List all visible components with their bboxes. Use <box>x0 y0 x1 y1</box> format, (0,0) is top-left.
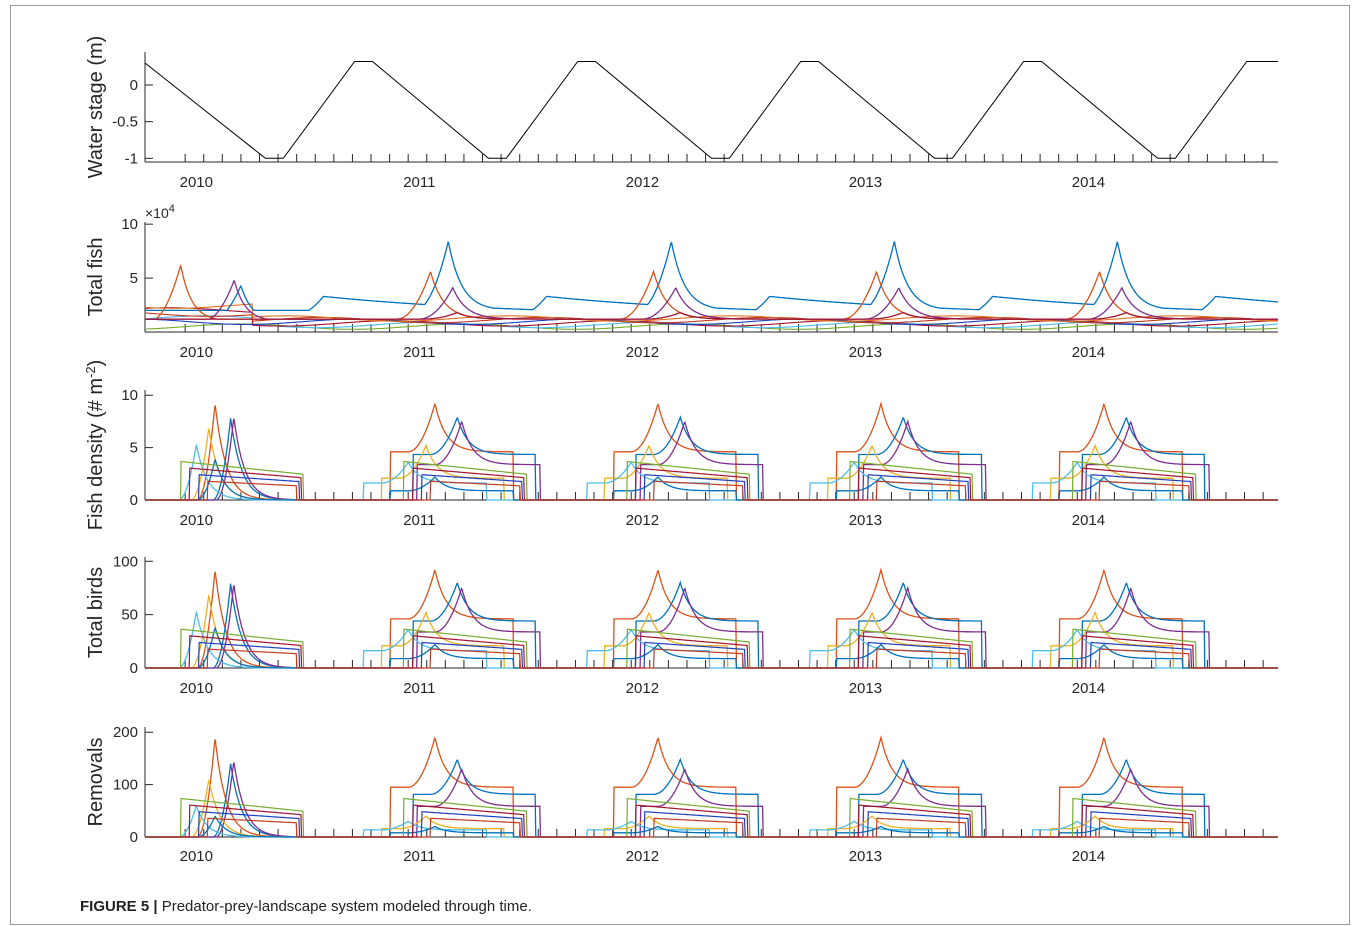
y-tick-label: 200 <box>113 724 138 741</box>
panel-5: 2010 2011 2012 2013 2014 200 100 0 Removals <box>85 724 1278 865</box>
series-lines <box>145 401 1278 501</box>
x-tick-label-2014: 2014 <box>1072 848 1105 865</box>
y-axis-label: Fish density (# m-2) <box>83 360 108 531</box>
series-fish-2 <box>145 307 1278 327</box>
series-plateau-3 <box>145 480 1278 501</box>
y-tick-label: 100 <box>113 553 138 570</box>
y-tick-label: -0.5 <box>112 114 138 131</box>
x-tick-label-2013: 2013 <box>849 512 882 529</box>
series-lines <box>145 734 1278 838</box>
x-tick-label-2010: 2010 <box>180 680 213 697</box>
series-lines <box>145 567 1278 669</box>
x-tick-label-2011: 2011 <box>403 174 435 191</box>
figure-caption: FIGURE 5 | Predator-prey-landscape syste… <box>80 898 532 915</box>
series-pulse-1 <box>145 580 1278 669</box>
series-plateau-3 <box>145 817 1278 838</box>
panel-2: 2010 2011 2012 2013 2014 10 5 Total fish ×104 <box>85 203 1278 361</box>
x-tick-label-2011: 2011 <box>403 344 435 361</box>
series-plateau-3 <box>145 648 1278 669</box>
x-tick-label-2013: 2013 <box>849 174 882 191</box>
x-tick-label-2011: 2011 <box>403 512 435 529</box>
figure-label: FIGURE 5 | <box>80 898 158 915</box>
y-axis-label: Total birds <box>85 567 107 658</box>
panel-1: 2010 2011 2012 2013 2014 0 -0.5 -1 Water stage (… <box>85 36 1278 191</box>
x-tick-label-2012: 2012 <box>626 174 659 191</box>
panel-3: 2010 2011 2012 2013 2014 10 5 0 Fish density (# … <box>83 360 1278 531</box>
series-pulse-2 <box>145 762 1278 838</box>
series-fish-main-0 <box>145 240 1278 312</box>
panel-4: 2010 2011 2012 2013 2014 100 50 0 Total birds <box>85 553 1278 697</box>
y-tick-label: 5 <box>130 270 138 287</box>
x-tick-label-2011: 2011 <box>403 680 435 697</box>
y-tick-label: 5 <box>130 440 138 457</box>
x-tick-label-2013: 2013 <box>849 680 882 697</box>
y-axis-label: Removals <box>85 738 107 827</box>
figure-caption-text: Predator-prey-landscape system modeled t… <box>161 898 532 915</box>
y-axis-label: Water stage (m) <box>85 36 107 179</box>
x-tick-label-2012: 2012 <box>626 512 659 529</box>
series-pulse-3 <box>145 594 1278 669</box>
series-fish-main-2 <box>145 279 1278 320</box>
y-multiplier: ×104 <box>145 203 175 221</box>
y-tick-label: -1 <box>125 150 138 167</box>
y-tick-label: 50 <box>121 607 138 624</box>
y-multiplier-exponent: 4 <box>169 203 175 215</box>
x-tick-label-2014: 2014 <box>1072 512 1105 529</box>
x-tick-label-2010: 2010 <box>180 512 213 529</box>
series-pulse-1 <box>145 757 1278 838</box>
series-water-stage <box>145 61 1278 159</box>
y-tick-label: 10 <box>121 216 138 233</box>
x-tick-label-2013: 2013 <box>849 344 882 361</box>
x-tick-label-2010: 2010 <box>180 848 213 865</box>
x-tick-label-2010: 2010 <box>180 344 213 361</box>
y-axis-label: Total fish <box>85 238 107 317</box>
x-tick-label-2011: 2011 <box>403 848 435 865</box>
y-tick-label: 0 <box>130 829 138 846</box>
x-tick-label-2010: 2010 <box>180 174 213 191</box>
figure-frame <box>10 5 1350 925</box>
x-tick-label-2013: 2013 <box>849 848 882 865</box>
y-axis-label-exponent: -2 <box>83 366 98 378</box>
series-fish-main-3 <box>145 311 1278 320</box>
series-pulse-2 <box>145 418 1278 501</box>
y-tick-label: 100 <box>113 777 138 794</box>
y-tick-label: 0 <box>130 660 138 677</box>
series-lines <box>145 61 1278 159</box>
x-tick-label-2012: 2012 <box>626 848 659 865</box>
x-tick-label-2014: 2014 <box>1072 344 1105 361</box>
y-axis-label-tail: ) <box>85 360 107 367</box>
series-pulse-4 <box>145 443 1278 501</box>
series-lines <box>145 240 1278 330</box>
series-pulse-0 <box>145 734 1278 838</box>
y-tick-label: 0 <box>130 77 138 94</box>
series-pulse-2 <box>145 585 1278 669</box>
x-tick-label-2014: 2014 <box>1072 680 1105 697</box>
x-tick-label-2012: 2012 <box>626 344 659 361</box>
x-tick-label-2014: 2014 <box>1072 174 1105 191</box>
series-pulse-1 <box>145 415 1278 501</box>
series-pulse-4 <box>145 610 1278 669</box>
x-tick-label-2012: 2012 <box>626 680 659 697</box>
y-tick-label: 10 <box>121 387 138 404</box>
y-tick-label: 0 <box>130 492 138 509</box>
